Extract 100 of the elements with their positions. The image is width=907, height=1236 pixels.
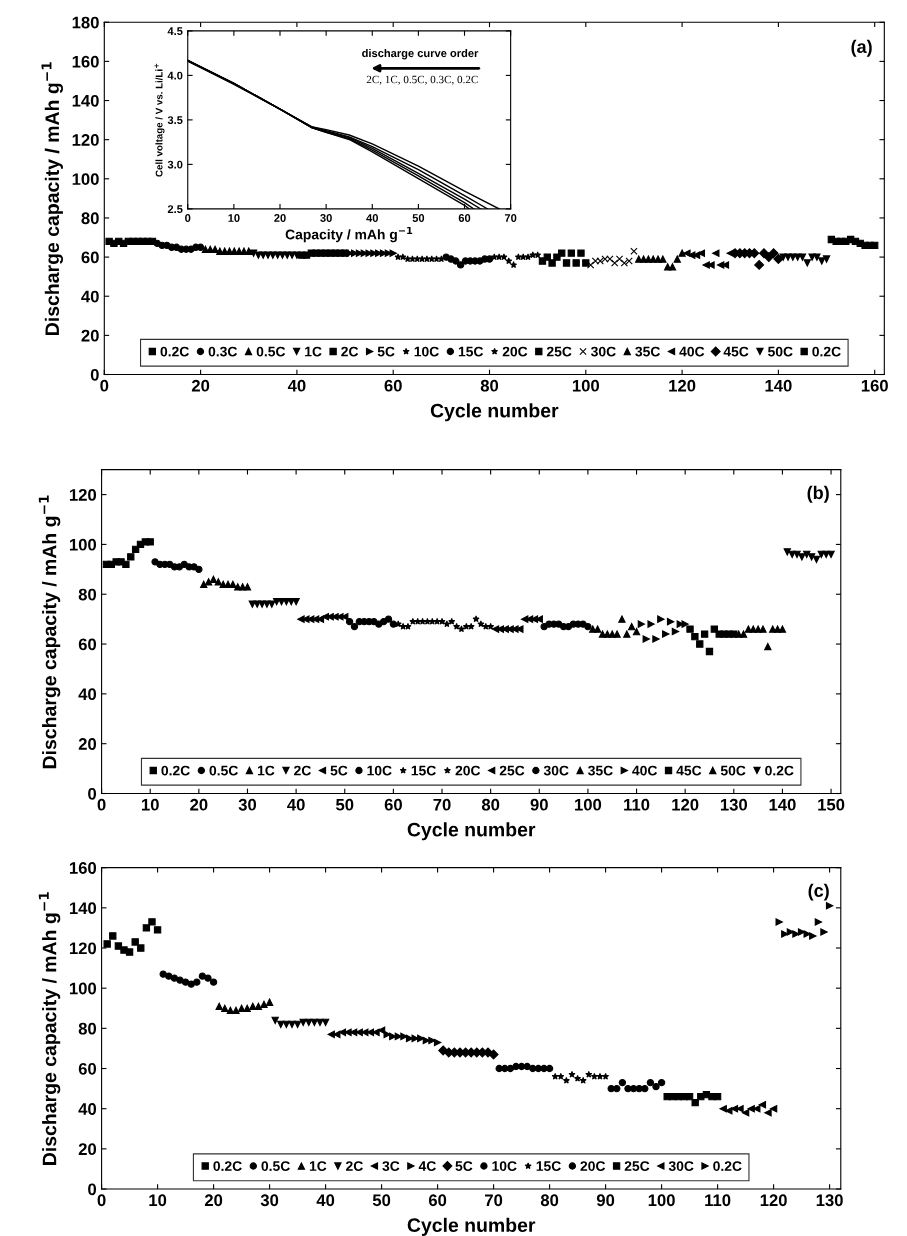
x-tick-label: 70 — [504, 214, 517, 222]
legend-label: 0.3C — [208, 346, 238, 357]
legend-label: 0.2C — [765, 765, 794, 776]
y-tick-label: 0 — [88, 1183, 97, 1196]
x-tick-label: 150 — [818, 798, 845, 811]
legend-label: 3C — [382, 1161, 400, 1172]
legend-label: 0.5C — [256, 346, 286, 357]
x-tick-label: 0 — [100, 379, 109, 392]
legend-label: 50C — [768, 346, 793, 357]
legend-label: 20C — [580, 1161, 606, 1172]
legend-label: 0.2C — [160, 346, 189, 357]
x-tick-label: 30 — [238, 798, 257, 811]
legend-label: 0.2C — [161, 765, 190, 776]
y-tick-label: 2.5 — [167, 205, 183, 214]
y-axis-title: Cell voltage / V vs. Li/Li$^{+}$ — [154, 63, 165, 177]
x-tick-label: 30 — [260, 1194, 279, 1207]
legend-label: 0.2C — [713, 1161, 742, 1172]
legend-label: 1C — [257, 765, 275, 776]
legend-label: 40C — [679, 346, 705, 357]
legend-label: 50C — [720, 765, 746, 776]
x-tick-label: 10 — [228, 214, 240, 222]
x-axis-title: Cycle number — [407, 822, 536, 841]
y-tick-label: 40 — [78, 688, 97, 701]
legend-label: 20C — [502, 346, 528, 357]
y-tick-label: 20 — [78, 738, 97, 750]
x-tick-label: 50 — [412, 214, 425, 222]
x-tick-label: 40 — [287, 379, 306, 392]
x-tick-label: 80 — [480, 379, 499, 392]
legend-label: 0.2C — [812, 346, 841, 357]
y-tick-label: 40 — [81, 290, 99, 303]
y-tick-label: 120 — [72, 134, 99, 146]
legend-label: 5C — [455, 1161, 473, 1172]
x-tick-label: 80 — [481, 798, 500, 811]
y-tick-label: 60 — [81, 251, 99, 264]
x-tick-label: 40 — [287, 798, 305, 811]
legend-label: 10C — [367, 765, 392, 776]
x-tick-label: 10 — [149, 1194, 167, 1207]
legend-label: 0.5C — [209, 765, 238, 776]
y-tick-label: 120 — [69, 488, 97, 501]
x-axis-title: Capacity / mAh g$^{−1}$ — [285, 226, 413, 243]
y-tick-label: 4.0 — [167, 71, 183, 80]
y-tick-label: 100 — [72, 173, 99, 186]
legend-label: 0.2C — [213, 1161, 242, 1172]
x-tick-label: 160 — [861, 379, 888, 392]
x-tick-label: 90 — [596, 1194, 615, 1207]
x-tick-label: 120 — [760, 1194, 787, 1207]
x-tick-label: 60 — [458, 214, 471, 222]
legend-label: 25C — [624, 1161, 650, 1172]
y-axis-title: Discharge capacity / mAh g$^{−1}$ — [38, 892, 61, 1165]
y-tick-label: 20 — [81, 329, 99, 342]
legend-label: 10C — [414, 346, 439, 357]
legend-label: 30C — [543, 765, 569, 776]
legend-label: 45C — [723, 346, 749, 357]
x-tick-label: 110 — [624, 798, 650, 811]
x-tick-label: 50 — [372, 1194, 391, 1207]
x-tick-label: 30 — [320, 214, 332, 222]
y-tick-label: 3.5 — [167, 116, 183, 125]
legend-label: 5C — [377, 346, 395, 357]
legend-label: 1C — [309, 1161, 327, 1172]
y-tick-label: 120 — [69, 942, 97, 955]
legend-label: 10C — [492, 1161, 517, 1172]
y-tick-label: 40 — [78, 1103, 97, 1115]
x-tick-label: 70 — [485, 1194, 503, 1207]
legend-label: 2C — [341, 346, 359, 357]
y-tick-label: 60 — [78, 1062, 97, 1075]
legend-label: 35C — [588, 765, 613, 776]
x-tick-label: 110 — [705, 1194, 731, 1207]
x-tick-label: 0 — [185, 214, 191, 222]
annotation: (b) — [807, 485, 829, 503]
legend-label: 5C — [330, 765, 348, 776]
y-tick-label: 160 — [69, 862, 97, 874]
annotation: (a) — [851, 39, 872, 57]
x-tick-label: 120 — [669, 379, 696, 392]
x-tick-label: 40 — [316, 1194, 335, 1207]
legend-label: 45C — [676, 765, 702, 776]
y-tick-label: 4.5 — [167, 27, 183, 36]
legend-label: 40C — [632, 765, 658, 776]
x-tick-label: 130 — [816, 1194, 843, 1207]
y-tick-label: 100 — [69, 538, 97, 551]
legend-label: 15C — [536, 1161, 561, 1172]
x-tick-label: 20 — [274, 214, 286, 222]
y-tick-label: 160 — [72, 55, 99, 68]
x-tick-label: 90 — [530, 798, 548, 811]
x-tick-label: 100 — [648, 1194, 675, 1207]
x-tick-label: 80 — [540, 1194, 559, 1207]
y-tick-label: 80 — [78, 1022, 97, 1035]
x-tick-label: 50 — [335, 798, 354, 811]
legend-label: 15C — [411, 765, 436, 776]
legend-label: 0.5C — [261, 1161, 290, 1172]
x-tick-label: 10 — [142, 798, 159, 811]
x-tick-label: 60 — [384, 798, 402, 811]
x-tick-label: 20 — [204, 1194, 223, 1207]
y-tick-label: 80 — [78, 588, 97, 601]
y-tick-label: 0 — [88, 787, 97, 800]
legend-label: 2C — [346, 1161, 363, 1172]
x-tick-label: 140 — [769, 798, 796, 811]
y-tick-label: 60 — [78, 638, 97, 651]
legend-label: 30C — [590, 346, 616, 357]
y-tick-label: 0 — [90, 368, 99, 381]
legend-label: 15C — [458, 346, 484, 357]
